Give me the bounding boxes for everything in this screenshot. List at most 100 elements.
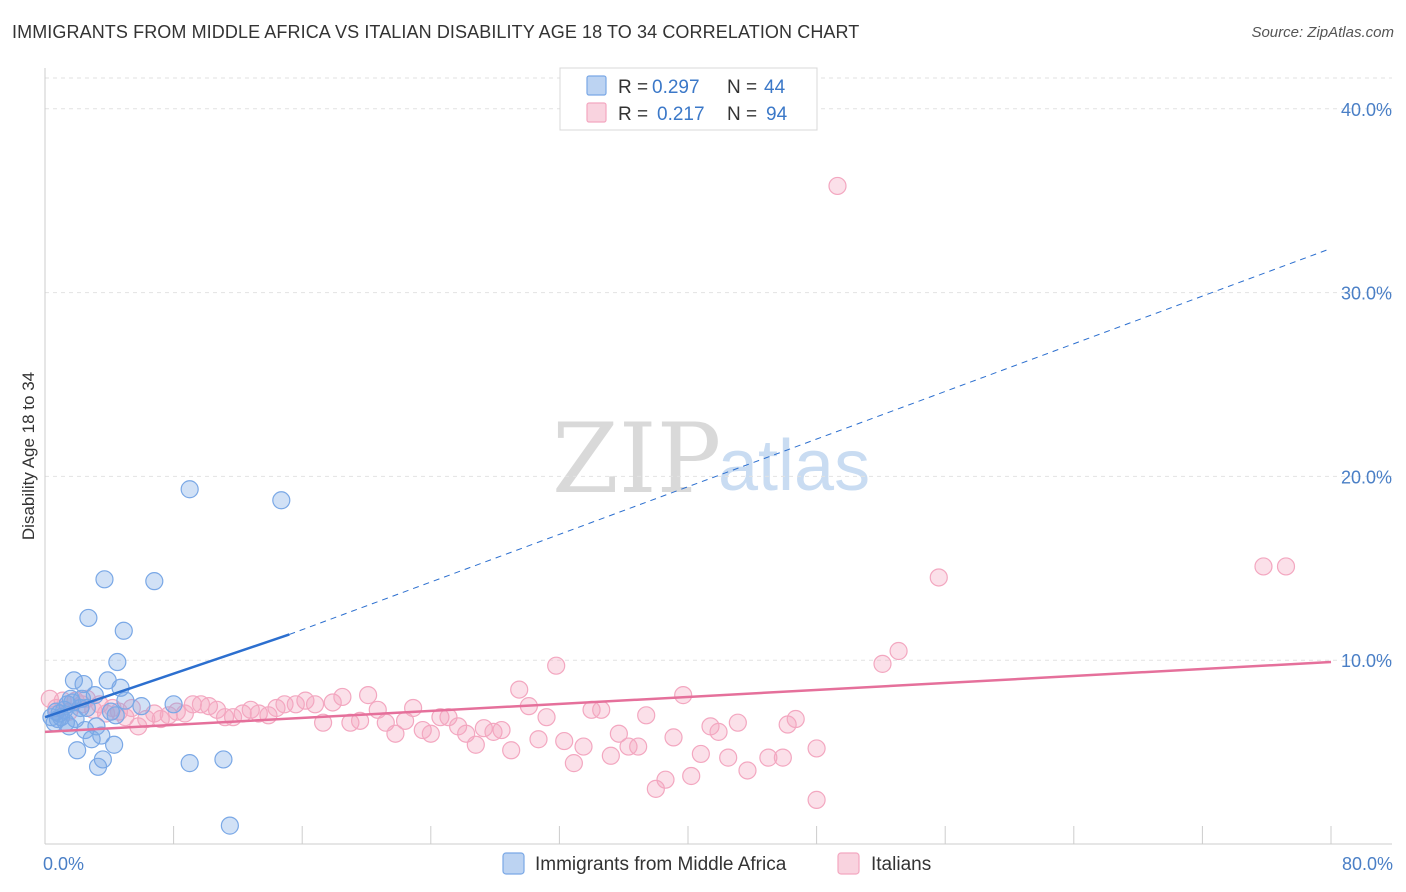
data-point: [105, 735, 124, 754]
y-tick-label: 40.0%: [1341, 100, 1392, 120]
data-point: [286, 695, 305, 714]
y-axis-label: Disability Age 18 to 34: [19, 372, 38, 540]
data-point: [873, 654, 892, 673]
data-point: [637, 706, 656, 725]
data-point: [74, 674, 93, 694]
data-point: [220, 816, 239, 835]
data-point: [305, 695, 325, 714]
data-points: [40, 176, 1296, 835]
data-point: [93, 750, 112, 769]
data-point: [619, 737, 638, 756]
data-point: [439, 708, 458, 727]
y-tick-label: 20.0%: [1341, 467, 1392, 487]
data-point: [682, 766, 701, 786]
trend-lines: [44, 247, 1332, 734]
gridlines: [45, 77, 1392, 661]
correlation-legend: R = 0.297 N = 44 R = 0.217 N = 94: [559, 67, 818, 131]
data-point: [333, 687, 352, 707]
data-point: [646, 779, 665, 798]
data-point: [95, 570, 114, 589]
data-point: [807, 790, 826, 809]
legend-r-label: R =: [618, 104, 648, 125]
trend-line: [44, 660, 1332, 734]
data-point: [502, 741, 521, 760]
data-point: [759, 748, 778, 767]
legend-r-value: 0.297: [652, 77, 700, 98]
data-point: [601, 746, 620, 765]
data-point: [664, 728, 683, 747]
chart-title: IMMIGRANTS FROM MIDDLE AFRICA VS ITALIAN…: [12, 22, 860, 42]
data-point: [68, 741, 87, 760]
legend-n-value: 94: [766, 104, 788, 125]
legend-n-value: 44: [764, 77, 786, 98]
data-point: [272, 491, 291, 510]
y-tick-label: 30.0%: [1341, 284, 1392, 304]
data-point: [87, 717, 106, 736]
data-point: [738, 761, 757, 780]
data-point: [537, 708, 556, 727]
series-label-italians: Italians: [871, 854, 931, 875]
trend-line-extension: [289, 247, 1332, 635]
series-middle-africa-points: [42, 480, 291, 835]
legend-n-label: N =: [727, 77, 757, 98]
data-point: [164, 695, 183, 714]
data-point: [180, 480, 199, 499]
data-point: [386, 724, 405, 743]
data-point: [629, 737, 648, 756]
data-point: [116, 691, 135, 710]
data-point: [564, 754, 583, 773]
data-point: [79, 608, 98, 628]
data-point: [510, 680, 529, 699]
data-point: [323, 693, 342, 712]
x-tick-label: 0.0%: [43, 854, 84, 874]
tick-labels: 10.0% 20.0% 30.0% 40.0% 0.0% 80.0%: [43, 100, 1393, 874]
data-point: [609, 724, 628, 743]
data-point: [313, 713, 333, 732]
legend-swatch-italians: [586, 102, 607, 123]
source-credit: Source: ZipAtlas.com: [1251, 24, 1394, 41]
data-point: [1254, 557, 1273, 576]
data-point: [404, 698, 423, 718]
data-point: [889, 641, 908, 661]
data-point: [1276, 557, 1296, 576]
data-point: [773, 748, 792, 767]
data-point: [807, 739, 826, 758]
watermark-zip: ZIP: [552, 403, 721, 515]
legend-r-value: 0.217: [657, 104, 705, 125]
data-point: [106, 706, 125, 725]
data-point: [547, 656, 566, 675]
data-point: [674, 686, 693, 705]
legend-swatch-middle-africa: [586, 75, 607, 96]
data-point: [709, 722, 728, 741]
legend-n-label: N =: [727, 104, 757, 125]
data-point: [350, 711, 370, 730]
data-point: [529, 730, 548, 749]
data-point: [296, 691, 315, 710]
data-point: [108, 652, 127, 672]
data-point: [592, 700, 611, 719]
watermark-atlas: atlas: [718, 426, 870, 506]
x-tick-label: 80.0%: [1342, 854, 1393, 874]
data-point: [214, 750, 233, 769]
data-point: [64, 671, 84, 690]
data-point: [828, 176, 847, 196]
data-point: [145, 572, 164, 591]
data-point: [555, 731, 574, 751]
y-tick-label: 10.0%: [1341, 651, 1392, 671]
data-point: [719, 748, 738, 767]
series-label-middle-africa: Immigrants from Middle Africa: [535, 854, 787, 875]
data-point: [691, 744, 710, 764]
data-point: [132, 697, 151, 716]
series-italians-points: [40, 176, 1296, 809]
data-point: [656, 770, 675, 789]
data-point: [929, 568, 948, 587]
axes: [44, 68, 1392, 845]
series-swatch-italians: [837, 852, 860, 875]
legend-r-label: R =: [618, 77, 648, 98]
data-point: [474, 719, 493, 738]
data-point: [466, 735, 485, 754]
data-point: [574, 737, 593, 756]
data-point: [728, 713, 747, 732]
series-swatch-middle-africa: [502, 852, 525, 875]
